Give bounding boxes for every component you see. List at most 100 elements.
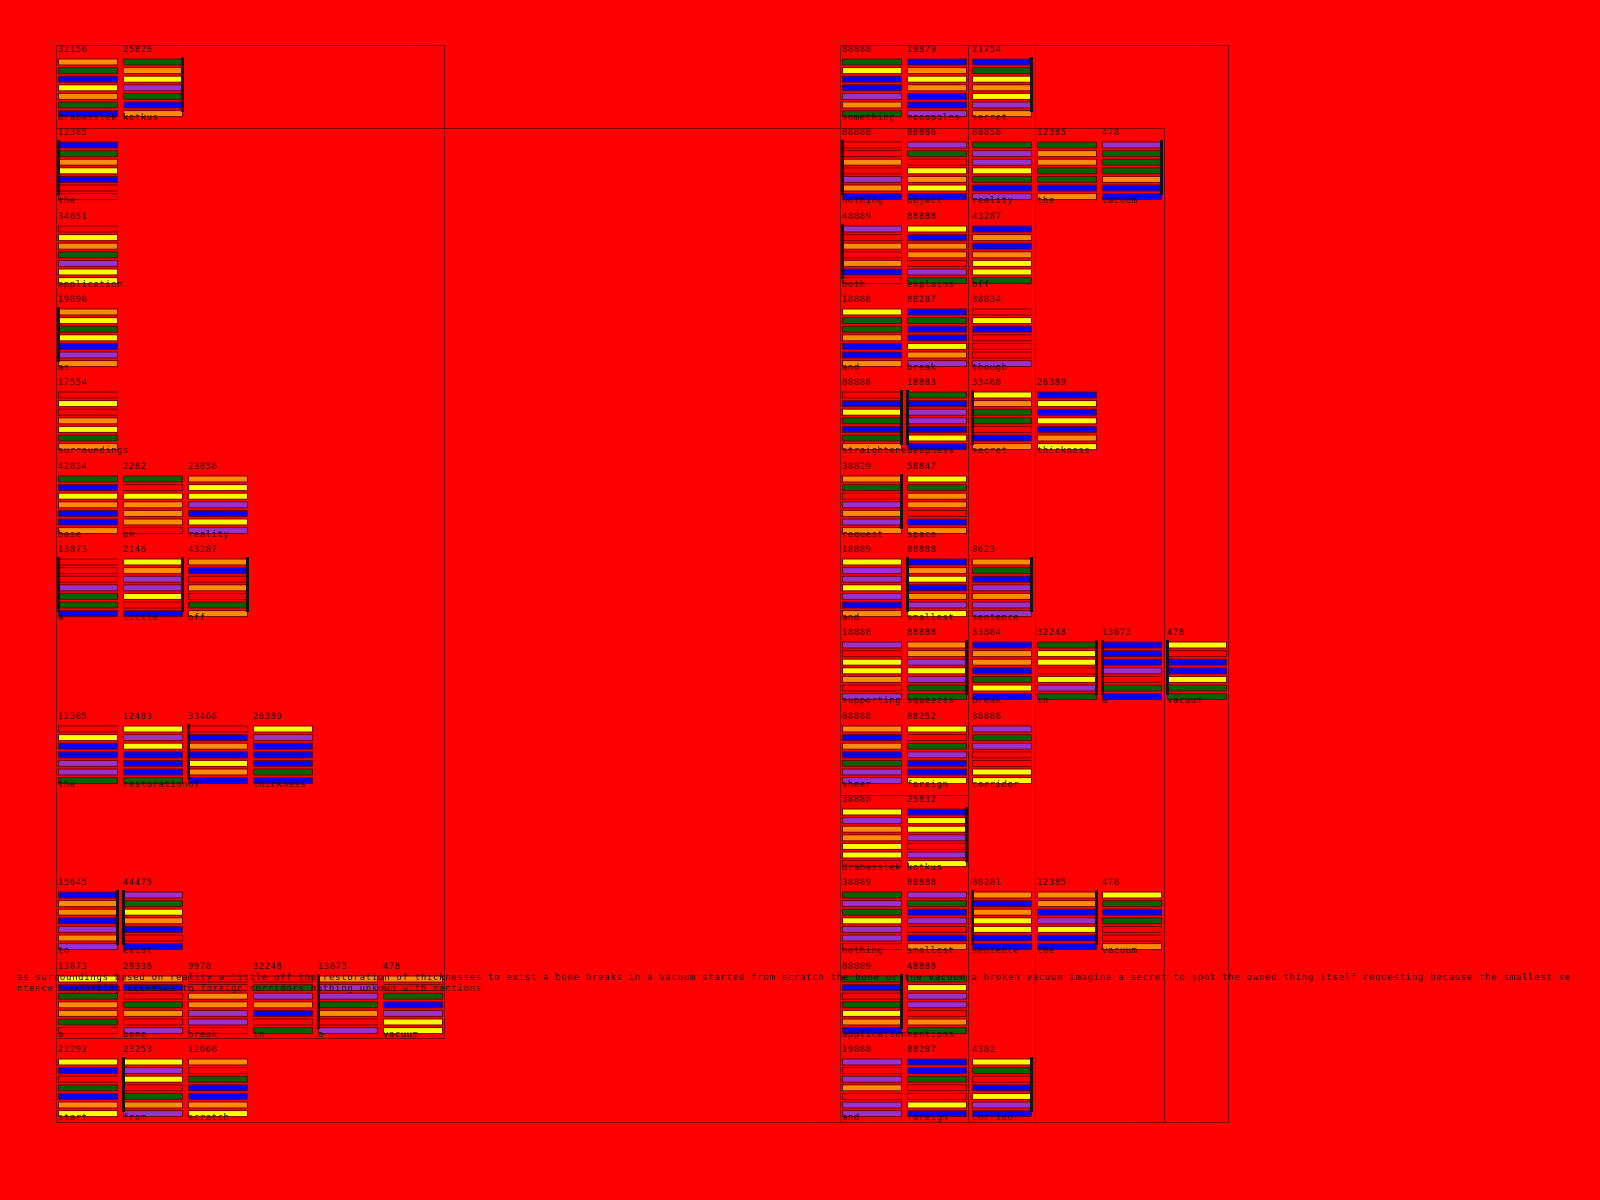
cell-word: break	[972, 696, 1002, 706]
stripe	[58, 141, 118, 149]
edge-bar	[841, 140, 844, 195]
stripe	[842, 259, 902, 267]
stripe	[907, 943, 967, 951]
cell-word: the	[1037, 946, 1055, 956]
stripe	[972, 1075, 1032, 1083]
stripe	[972, 67, 1032, 75]
stripe	[972, 308, 1032, 316]
stripe	[58, 434, 118, 442]
stripe	[972, 259, 1032, 267]
stripe	[972, 1092, 1032, 1100]
stripe	[907, 518, 967, 526]
stripe	[842, 1001, 902, 1009]
stripe	[188, 1001, 248, 1009]
stripe	[842, 150, 902, 158]
stripe	[58, 518, 118, 526]
cell-number: 32156	[58, 45, 88, 55]
stripe	[842, 408, 902, 416]
stripe	[972, 725, 1032, 733]
cell-word: reality	[188, 530, 230, 540]
stripe	[1102, 917, 1162, 925]
stripe	[123, 1027, 183, 1035]
stripe	[58, 975, 118, 983]
stripe	[907, 360, 967, 368]
stripe	[907, 67, 967, 75]
stripe	[123, 1075, 183, 1083]
stripe	[907, 641, 967, 649]
stripe	[842, 759, 902, 767]
stripe	[972, 342, 1032, 350]
stripe	[1167, 658, 1227, 666]
stripe	[907, 768, 967, 776]
stripe	[907, 658, 967, 666]
stripe	[58, 759, 118, 767]
stripe	[907, 917, 967, 925]
stripe	[188, 1092, 248, 1100]
stripe	[253, 1001, 313, 1009]
cell-number: 43287	[188, 545, 218, 555]
stripe	[972, 1067, 1032, 1075]
stripe	[58, 925, 118, 933]
stripe	[58, 1067, 118, 1075]
cell-word: a	[1102, 696, 1108, 706]
stripe	[842, 167, 902, 175]
cell-number: 25832	[907, 795, 937, 805]
stripe	[972, 768, 1032, 776]
stripe	[842, 67, 902, 75]
stripe	[123, 518, 183, 526]
stripe	[972, 1058, 1032, 1066]
stripe	[907, 667, 967, 675]
stripe	[842, 527, 902, 535]
stripe	[383, 984, 443, 992]
cell-word: surroundings	[58, 446, 129, 456]
cell-number: 8623	[972, 545, 996, 555]
stripe	[907, 675, 967, 683]
stripe	[188, 492, 248, 500]
cell-word: and	[842, 1113, 860, 1123]
stripe	[842, 277, 902, 285]
stripe	[842, 58, 902, 66]
stripe	[842, 742, 902, 750]
stripe	[907, 110, 967, 118]
stripe	[907, 443, 967, 451]
cell-number: 18888	[842, 295, 872, 305]
stripe	[253, 751, 313, 759]
stripe	[188, 1058, 248, 1066]
cell-number: 12668	[188, 1045, 218, 1055]
stripe	[907, 650, 967, 658]
stripe	[842, 400, 902, 408]
cell-number: 12385	[1037, 128, 1067, 138]
cell-word: both	[842, 280, 866, 290]
stripe	[907, 425, 967, 433]
stripe	[188, 601, 248, 609]
stripe	[58, 167, 118, 175]
stripe	[58, 1110, 118, 1118]
stripe	[842, 842, 902, 850]
stripe	[58, 742, 118, 750]
stripe	[972, 443, 1032, 451]
stripe	[972, 1101, 1032, 1109]
stripe	[1102, 150, 1162, 158]
stripe	[1037, 184, 1097, 192]
stripe	[907, 1018, 967, 1026]
stripe	[58, 158, 118, 166]
stripe	[1102, 167, 1162, 175]
cell-number: 12385	[1037, 878, 1067, 888]
stripe	[972, 1084, 1032, 1092]
stripe	[58, 768, 118, 776]
cell-word: start	[58, 1113, 88, 1123]
stripe	[842, 234, 902, 242]
stripe	[123, 734, 183, 742]
stripe	[1037, 693, 1097, 701]
cell-number: 18883	[907, 378, 937, 388]
cell-word: in	[1037, 696, 1049, 706]
stripe	[123, 92, 183, 100]
stripe	[972, 351, 1032, 359]
stripe	[58, 1092, 118, 1100]
edge-bar	[181, 57, 184, 112]
stripe	[907, 58, 967, 66]
cell-word: object	[907, 196, 943, 206]
stripe	[842, 351, 902, 359]
stripe	[972, 110, 1032, 118]
stripe	[842, 925, 902, 933]
